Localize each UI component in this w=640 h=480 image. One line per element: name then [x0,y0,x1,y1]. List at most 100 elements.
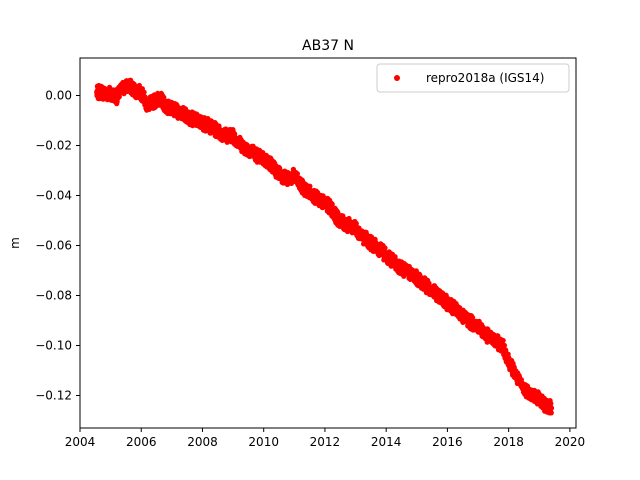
data-point [94,90,100,96]
data-point [548,405,555,411]
data-point [285,176,291,182]
data-point [377,246,383,252]
data-point [103,91,109,97]
x-tick-label: 2012 [310,435,341,449]
data-point [493,339,499,345]
y-axis-label: m [8,237,22,249]
plot-points [94,77,555,416]
data-point [346,222,352,229]
data-point [408,270,414,276]
x-tick-label: 2016 [432,435,463,449]
data-point [304,187,310,194]
data-point [506,357,512,364]
data-point [334,215,340,221]
data-point [340,220,346,226]
data-point [548,400,554,407]
data-point [114,94,120,100]
data-point [457,310,463,316]
data-point [450,305,457,311]
data-point [273,167,279,174]
x-axis-ticks: 2004 2006 2008 2010 2012 2014 2016 2018 2020 [65,428,585,449]
data-point [548,410,554,416]
data-point [487,335,493,341]
x-tick-label: 2004 [65,435,96,449]
data-point [146,106,152,112]
data-point [463,315,469,321]
y-tick-label: −0.02 [35,139,72,153]
data-point [438,295,444,301]
y-tick-label: −0.06 [35,239,72,253]
legend: repro2018a (IGS14) [376,63,570,93]
data-point [279,172,285,179]
data-point [420,280,426,286]
data-point [475,322,481,329]
data-point [291,172,297,179]
data-point [512,370,518,376]
data-point [212,126,218,132]
data-point [328,205,334,211]
data-point [329,201,335,207]
data-point [310,191,316,197]
x-tick-label: 2008 [187,435,218,449]
data-point [395,262,401,269]
data-point [382,245,388,251]
data-point [206,122,212,129]
data-point [432,290,438,296]
data-point [138,90,144,96]
data-point [224,132,230,139]
y-tick-label: −0.12 [35,389,72,403]
chart-title: AB37 N [302,38,354,54]
data-point [181,111,187,117]
data-point [193,117,199,124]
data-point [518,382,524,389]
legend-label: repro2018a (IGS14) [426,71,544,85]
data-point [187,115,193,121]
x-tick-label: 2010 [248,435,279,449]
data-point [536,395,542,401]
data-point [470,315,476,321]
data-point [108,90,114,96]
y-tick-label: 0.00 [45,89,72,103]
data-point [163,102,169,109]
data-point [359,232,365,239]
data-point [444,300,450,306]
data-point [524,387,530,394]
data-point [542,402,549,409]
data-point [371,242,377,249]
data-point [255,152,261,159]
data-point [261,156,267,162]
x-tick-label: 2014 [371,435,402,449]
x-tick-label: 2018 [493,435,524,449]
data-point [248,147,255,154]
data-point [126,82,132,89]
data-point [414,275,420,281]
data-point [500,337,506,344]
y-tick-label: −0.08 [35,289,72,303]
data-point [499,342,506,349]
data-point [297,182,303,189]
legend-marker-icon [394,75,400,81]
data-point [242,145,248,151]
legend-box [376,63,570,93]
data-point [267,160,273,166]
data-point [383,252,389,259]
data-point [316,197,322,204]
data-point [230,132,236,139]
data-point [469,320,475,326]
data-point [426,285,432,291]
data-point [175,109,181,115]
data-point [218,130,224,136]
data-point [98,89,104,95]
x-tick-label: 2006 [126,435,157,449]
data-point [236,140,242,146]
y-tick-label: −0.04 [35,189,72,203]
data-point [481,330,487,336]
data-point [322,200,328,206]
data-point [144,102,150,109]
data-point [120,85,126,91]
data-point [353,220,359,227]
data-point [365,237,371,244]
data-point [150,99,157,105]
y-axis-ticks: 0.00 −0.02 −0.04 −0.06 −0.08 −0.10 −0.12 [35,89,80,403]
